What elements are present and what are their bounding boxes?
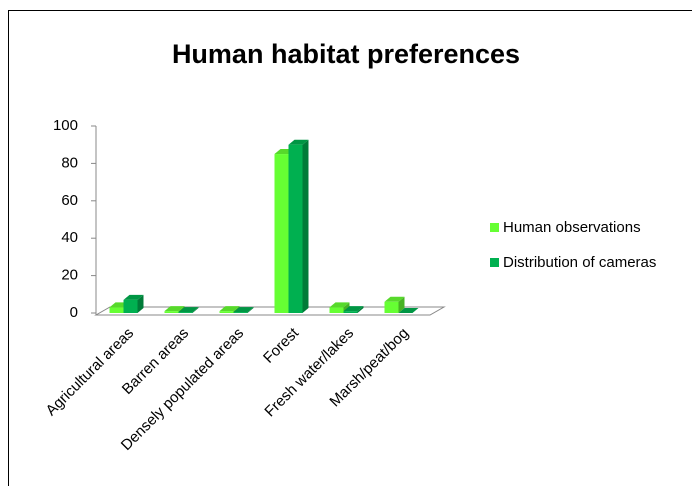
chart-border [8,10,692,486]
bar-side [192,307,199,313]
y-tick-label: 0 [70,304,78,321]
bar-top [288,139,309,145]
bar [274,154,289,313]
bar [288,144,303,313]
chart-title: Human habitat preferences [172,39,520,69]
bar-top [343,306,364,312]
y-tick-label: 20 [61,267,78,284]
bar [178,312,193,313]
bar [343,311,358,313]
bar [233,312,248,313]
bar-side [137,294,144,313]
y-tick-label: 100 [53,117,78,134]
bar-side [247,307,254,313]
y-tick-label: 60 [61,192,78,209]
bar [219,311,234,313]
bar-top [219,306,240,312]
y-tick-label: 80 [61,154,78,171]
bar-top [123,294,144,300]
y-tick-label: 40 [61,229,78,246]
bar-side [302,139,309,313]
bar [384,301,399,313]
bar [123,299,138,313]
bar [109,307,124,313]
bar-top [398,308,419,313]
bar-top [178,307,199,313]
legend-swatch [490,258,499,267]
bar-top [233,307,254,313]
bar-side [357,306,364,313]
bar [329,307,344,313]
bar-top [329,302,350,308]
legend-swatch [490,223,499,232]
bar-top [384,296,405,302]
legend-label: Human observations [503,219,641,236]
bar-side [398,296,405,313]
legend-label: Distribution of cameras [503,254,656,271]
bar-top [164,306,185,312]
bar [164,311,179,313]
